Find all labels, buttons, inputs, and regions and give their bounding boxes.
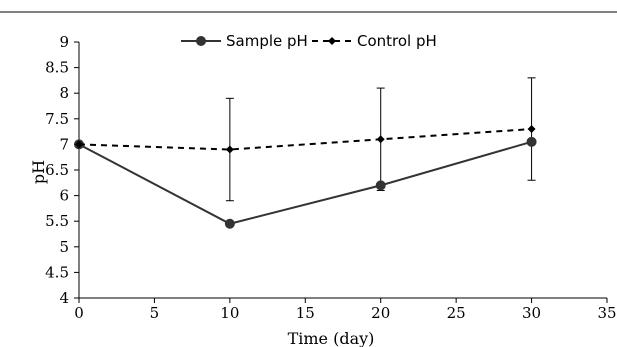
y-tick-label: 4.5	[45, 263, 69, 281]
x-tick-label: 35	[597, 304, 616, 322]
y-tick-label: 4	[59, 289, 69, 307]
data-point	[526, 136, 537, 147]
series-line-1	[78, 140, 532, 225]
y-tick-label: 7	[59, 135, 69, 153]
legend-label: Control pH	[357, 32, 437, 50]
y-tick-label: 9	[59, 33, 69, 51]
legend-label: Sample pH	[226, 32, 308, 50]
y-tick-label: 5.5	[45, 212, 69, 230]
data-point	[527, 125, 536, 134]
axes: 4 4.5 5 5.5 6 6.5 7 7.5 8 8.5 9 0 5 10 15 20 25 30 35	[45, 33, 616, 322]
x-tick-label: 30	[522, 304, 541, 322]
legend: Sample pH Control pH	[181, 32, 437, 50]
y-tick-label: 6	[59, 187, 69, 205]
data-point	[376, 135, 385, 144]
series-line-2	[78, 128, 532, 151]
legend-marker	[328, 37, 336, 45]
series-layer	[74, 77, 537, 229]
y-tick-label: 5	[59, 238, 69, 256]
y-axis-title: pH	[29, 160, 48, 184]
x-tick-label: 10	[220, 304, 239, 322]
data-point	[225, 145, 234, 154]
y-tick-label: 8.5	[45, 59, 69, 77]
legend-marker	[196, 36, 206, 46]
data-point	[375, 180, 386, 191]
x-axis-title: Time (day)	[288, 329, 375, 347]
data-point	[224, 218, 235, 229]
y-tick-label: 6.5	[45, 161, 69, 179]
x-tick-label: 5	[150, 304, 160, 322]
y-tick-label: 8	[59, 84, 69, 102]
x-tick-label: 0	[74, 304, 84, 322]
x-tick-label: 15	[296, 304, 315, 322]
x-tick-label: 25	[447, 304, 466, 322]
data-point	[75, 140, 83, 149]
x-tick-label: 20	[371, 304, 390, 322]
y-tick-label: 7.5	[45, 110, 69, 128]
